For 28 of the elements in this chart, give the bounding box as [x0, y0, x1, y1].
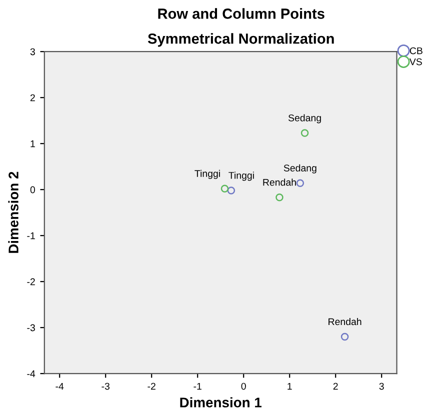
- y-tick-label: 1: [30, 140, 35, 148]
- y-tick-label: 0: [30, 186, 36, 194]
- x-tick-label: -3: [102, 382, 110, 390]
- annotation: Sedang: [284, 164, 316, 174]
- annotation: Tinggi: [228, 172, 254, 181]
- x-tick-label: 0: [241, 382, 246, 390]
- x-tick-label: 2: [333, 382, 338, 390]
- y-tick-label: 3: [30, 48, 35, 56]
- chart-subtitle: Symmetrical Normalization: [148, 33, 334, 47]
- annotation: Rendah: [263, 178, 296, 186]
- annotation: Rendah: [328, 318, 362, 326]
- chart-title: Row and Column Points: [158, 8, 324, 19]
- x-tick-label: 3: [379, 382, 384, 390]
- legend-label: VS: [409, 58, 422, 66]
- y-tick-label: -1: [27, 232, 35, 240]
- y-tick-label: 2: [30, 94, 35, 102]
- y-tick-label: -2: [27, 278, 35, 286]
- annotation: Sedang: [288, 114, 321, 124]
- x-tick-label: -2: [148, 382, 156, 390]
- y-tick-label: -3: [27, 324, 35, 332]
- x-axis-title: Dimension 1: [180, 397, 262, 408]
- annotation: Tinggi: [194, 170, 220, 179]
- x-tick-label: -1: [194, 382, 202, 390]
- y-tick-label: -4: [27, 370, 36, 378]
- x-tick-label: -4: [56, 382, 64, 390]
- y-axis-title: Dimension 2: [8, 172, 18, 253]
- x-tick-label: 1: [288, 382, 292, 390]
- legend-label: CB: [410, 47, 422, 54]
